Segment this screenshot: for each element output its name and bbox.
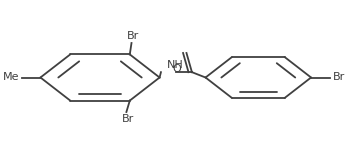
Text: Br: Br: [333, 73, 345, 82]
Text: Me: Me: [2, 73, 19, 82]
Text: NH: NH: [167, 60, 184, 70]
Text: Br: Br: [122, 114, 134, 124]
Text: O: O: [173, 64, 181, 74]
Text: Br: Br: [127, 31, 139, 41]
